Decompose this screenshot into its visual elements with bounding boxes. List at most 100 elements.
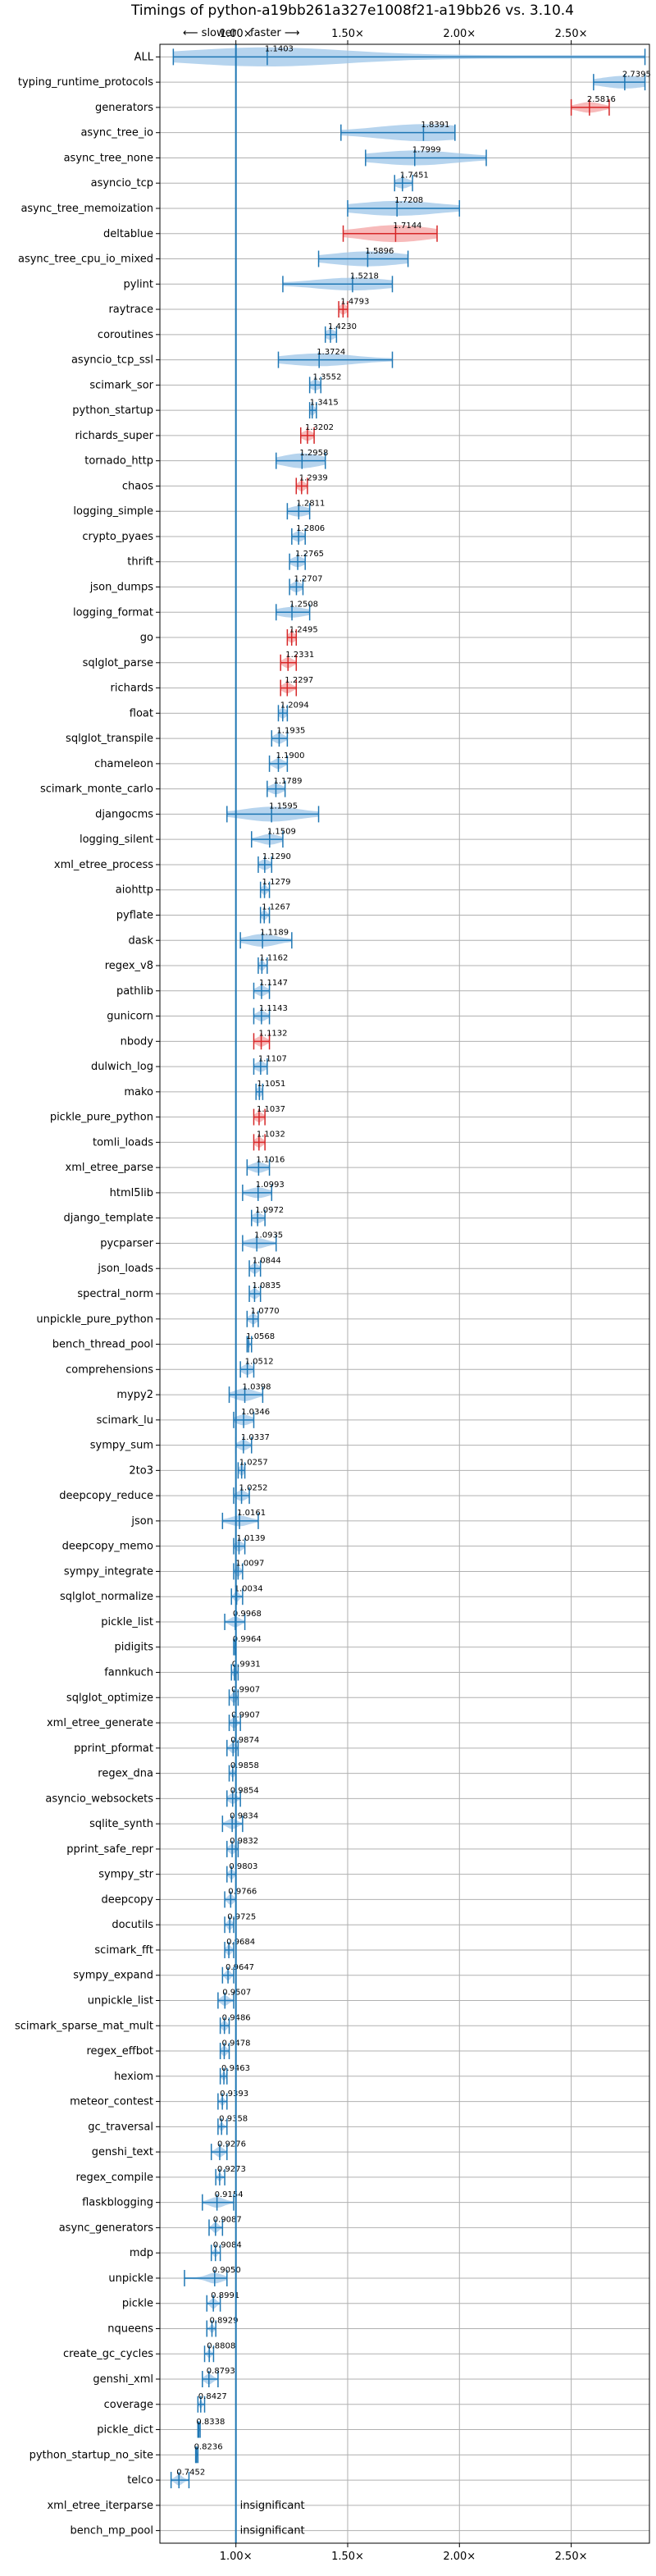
value-label-unpickle-list: 0.9507 [222,1989,251,1998]
value-label-create-gc-cycles: 0.8808 [207,2341,235,2350]
value-label-gunicorn: 1.1143 [259,1004,288,1013]
value-label-sympy-integrate: 1.0097 [235,1560,264,1569]
y-label-async-tree-io: async_tree_io [80,127,153,139]
y-label-pprint-pformat: pprint_pformat [74,1742,153,1755]
y-label-flaskblogging: flaskblogging [82,2197,153,2209]
y-label-html5lib: html5lib [110,1187,153,1199]
insignificant-label-xml-etree-iterparse: insignificant [240,2500,305,2512]
value-label-pprint-safe-repr: 0.9832 [230,1837,258,1846]
x-tick-label-top-0: 1.00× [220,28,253,40]
y-label-pprint-safe-repr: pprint_safe_repr [66,1843,153,1856]
value-label-chameleon: 1.1900 [276,751,304,760]
value-label-pycparser: 1.0935 [254,1231,283,1240]
value-label-scimark-monte-carlo: 1.1789 [273,777,302,786]
y-label-coverage: coverage [104,2399,153,2411]
x-tick-label-top-2: 2.00× [443,28,476,40]
y-label-sympy-expand: sympy_expand [73,1970,153,1982]
value-label-pickle-dict: 0.8338 [196,2418,225,2427]
y-label-float: float [130,707,153,719]
y-label-deepcopy: deepcopy [101,1893,153,1906]
y-label-regex-effbot: regex_effbot [86,2045,153,2058]
y-label-async-generators: async_generators [59,2222,154,2234]
y-label-sympy-integrate: sympy_integrate [64,1565,153,1578]
value-label-raytrace: 1.4793 [340,297,369,306]
value-label-json-dumps: 1.2707 [294,575,322,584]
y-label-sqlglot-normalize: sqlglot_normalize [60,1591,153,1603]
value-label-generators: 2.5816 [587,95,616,104]
y-label-xml-etree-iterparse: xml_etree_iterparse [47,2500,153,2512]
value-label-python-startup-no-site: 0.8236 [194,2443,223,2452]
value-label-genshi-xml: 0.8793 [207,2367,235,2376]
insignificant-label-bench-mp-pool: insignificant [240,2525,305,2537]
y-label-typing-runtime-protocols: typing_runtime_protocols [18,76,153,89]
value-label-2to3: 1.0257 [239,1459,268,1468]
y-label-asyncio-websockets: asyncio_websockets [45,1793,153,1805]
value-label-sqlglot-parse: 1.2331 [285,651,314,660]
y-label-regex-dna: regex_dna [98,1768,153,1780]
y-label-python-startup: python_startup [72,404,153,417]
y-label-all: ALL [134,51,154,63]
value-label-regex-compile: 0.9273 [217,2165,246,2174]
value-label-sqlglot-transpile: 1.1935 [276,726,305,735]
y-label-async-tree-cpu-io-mixed: async_tree_cpu_io_mixed [18,253,153,266]
value-label-regex-dna: 0.9858 [230,1761,259,1770]
value-label-nbody: 1.1132 [259,1030,288,1039]
x-tick-label-bottom-0: 1.00× [220,2551,253,2563]
value-label-async-tree-memoization: 1.7208 [394,196,423,205]
value-label-sqlglot-normalize: 1.0034 [235,1584,263,1593]
y-label-mdp: mdp [130,2247,153,2259]
value-label-all: 1.1403 [265,45,294,54]
y-label-pickle-list: pickle_list [101,1616,153,1628]
value-label-comprehensions: 1.0512 [245,1358,274,1367]
value-label-asyncio-tcp-ssl: 1.3724 [317,348,345,357]
value-label-json: 1.0161 [237,1509,266,1518]
y-label-telco: telco [127,2474,153,2487]
value-label-pylint: 1.5218 [350,272,379,281]
y-label-xml-etree-process: xml_etree_process [54,859,153,871]
value-label-deepcopy-reduce: 1.0252 [239,1483,268,1492]
y-label-pickle-dict: pickle_dict [97,2424,153,2437]
y-label-sqlglot-transpile: sqlglot_transpile [66,733,153,745]
plot-frame [159,43,650,2544]
y-label-comprehensions: comprehensions [66,1363,153,1376]
y-label-tornado-http: tornado_http [84,455,153,468]
value-label-async-tree-none: 1.7999 [412,146,441,155]
y-label-genshi-text: genshi_text [92,2146,153,2158]
value-label-bench-thread-pool: 1.0568 [246,1332,275,1341]
y-label-fannkuch: fannkuch [104,1667,153,1679]
value-label-xml-etree-generate: 0.9907 [231,1710,260,1720]
y-label-pickle: pickle [122,2298,153,2310]
value-label-flaskblogging: 0.9154 [215,2190,244,2199]
value-label-spectral-norm: 1.0835 [252,1281,280,1290]
y-label-richards: richards [111,683,154,695]
value-label-crypto-pyaes: 1.2806 [296,524,325,533]
value-label-pathlib: 1.1147 [259,979,288,988]
value-label-sympy-expand: 0.9647 [226,1963,254,1972]
y-label-scimark-lu: scimark_lu [97,1414,153,1427]
y-label-dask: dask [128,934,153,947]
value-label-logging-simple: 1.2811 [296,499,325,508]
value-label-nqueens: 0.8929 [209,2317,238,2326]
y-label-asyncio-tcp-ssl: asyncio_tcp_ssl [71,354,153,367]
value-label-pprint-pformat: 0.9874 [230,1736,259,1745]
y-label-chameleon: chameleon [94,758,153,770]
marks-layer: 1.1403 2.7395 2.5816 1.8391 1.7999 1.7451 1.72… [170,44,651,2543]
y-label-generators: generators [95,102,153,114]
rows-layer: ALL typing_runtime_protocols generators asy… [15,51,154,2537]
y-label-async-tree-memoization: async_tree_memoization [20,203,153,215]
y-label-richards-super: richards_super [75,430,153,442]
y-label-async-tree-none: async_tree_none [64,152,153,164]
y-label-pycparser: pycparser [100,1237,153,1249]
y-label-sqlglot-parse: sqlglot_parse [83,657,153,669]
value-label-html5lib: 1.0993 [256,1181,285,1190]
value-label-thrift: 1.2765 [295,550,324,559]
value-label-coroutines: 1.4230 [328,322,357,331]
y-label-json: json [130,1515,153,1528]
y-label-bench-mp-pool: bench_mp_pool [70,2525,153,2537]
axes-layer: 1.00× 1.00× 1.50× 1.50× 2.00× 2.00× 2.50× 2.50× [156,28,650,2563]
x-tick-label-top-1: 1.50× [331,28,364,40]
y-label-logging-simple: logging_simple [73,505,153,518]
y-label-genshi-xml: genshi_xml [93,2373,153,2386]
y-label-json-dumps: json_dumps [89,582,153,594]
